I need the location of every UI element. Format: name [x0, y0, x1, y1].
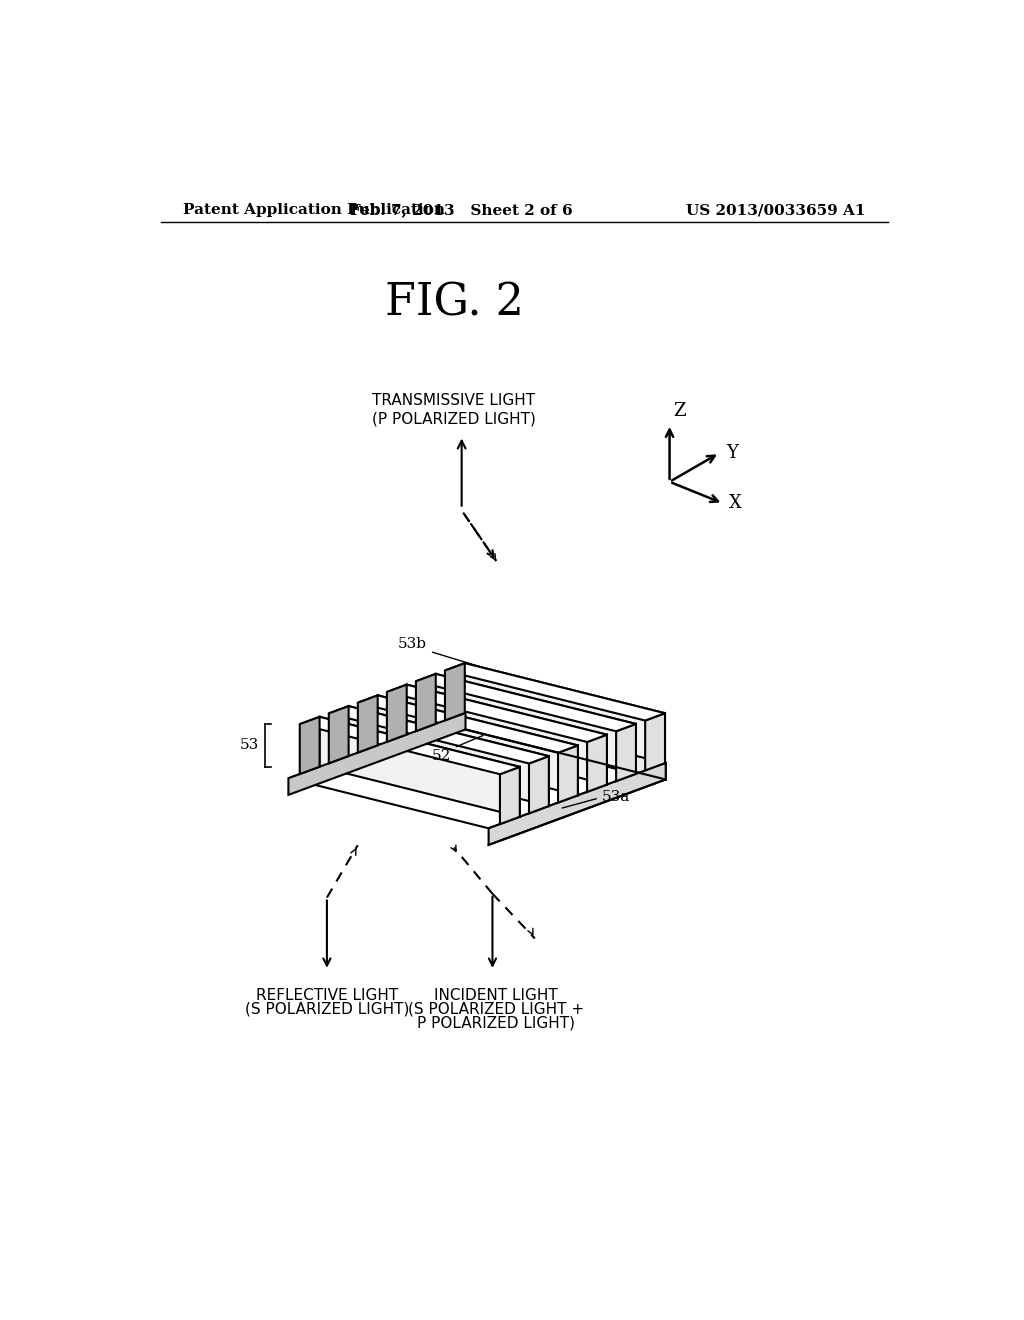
Text: 53a: 53a [562, 791, 630, 808]
Polygon shape [329, 706, 348, 763]
Polygon shape [529, 756, 549, 813]
Polygon shape [387, 685, 607, 742]
Text: X: X [729, 495, 742, 512]
Polygon shape [488, 763, 666, 845]
Polygon shape [387, 685, 407, 742]
Text: REFLECTIVE LIGHT: REFLECTIVE LIGHT [256, 987, 398, 1003]
Polygon shape [357, 696, 578, 752]
Polygon shape [348, 706, 549, 807]
Polygon shape [587, 735, 607, 792]
Polygon shape [445, 663, 665, 721]
Text: FIG. 2: FIG. 2 [385, 281, 523, 325]
Polygon shape [416, 675, 636, 731]
Polygon shape [407, 685, 607, 784]
Polygon shape [465, 663, 665, 763]
Text: TRANSMISSIVE LIGHT: TRANSMISSIVE LIGHT [373, 393, 536, 408]
Text: (S POLARIZED LIGHT): (S POLARIZED LIGHT) [245, 1002, 410, 1016]
Polygon shape [329, 706, 549, 763]
Text: (S POLARIZED LIGHT +: (S POLARIZED LIGHT + [409, 1002, 585, 1016]
Text: US 2013/0033659 A1: US 2013/0033659 A1 [686, 203, 866, 216]
Text: 53: 53 [240, 738, 259, 752]
Text: (P POLARIZED LIGHT): (P POLARIZED LIGHT) [372, 411, 536, 426]
Text: Z: Z [674, 403, 686, 420]
Polygon shape [378, 696, 578, 796]
Polygon shape [616, 723, 636, 781]
Text: Y: Y [726, 444, 737, 462]
Polygon shape [645, 713, 665, 771]
Polygon shape [319, 717, 520, 817]
Text: Feb. 7, 2013   Sheet 2 of 6: Feb. 7, 2013 Sheet 2 of 6 [350, 203, 573, 216]
Polygon shape [289, 713, 466, 795]
Polygon shape [558, 746, 578, 803]
Polygon shape [289, 713, 666, 829]
Polygon shape [300, 717, 520, 775]
Polygon shape [466, 713, 666, 780]
Polygon shape [445, 663, 465, 721]
Text: INCIDENT LIGHT: INCIDENT LIGHT [434, 987, 558, 1003]
Polygon shape [500, 767, 520, 824]
Polygon shape [436, 675, 636, 774]
Text: 52: 52 [431, 735, 483, 763]
Text: 53b: 53b [398, 636, 482, 668]
Polygon shape [357, 696, 378, 752]
Text: P POLARIZED LIGHT): P POLARIZED LIGHT) [418, 1015, 575, 1031]
Polygon shape [300, 717, 319, 774]
Text: Patent Application Publication: Patent Application Publication [183, 203, 444, 216]
Polygon shape [416, 675, 436, 731]
